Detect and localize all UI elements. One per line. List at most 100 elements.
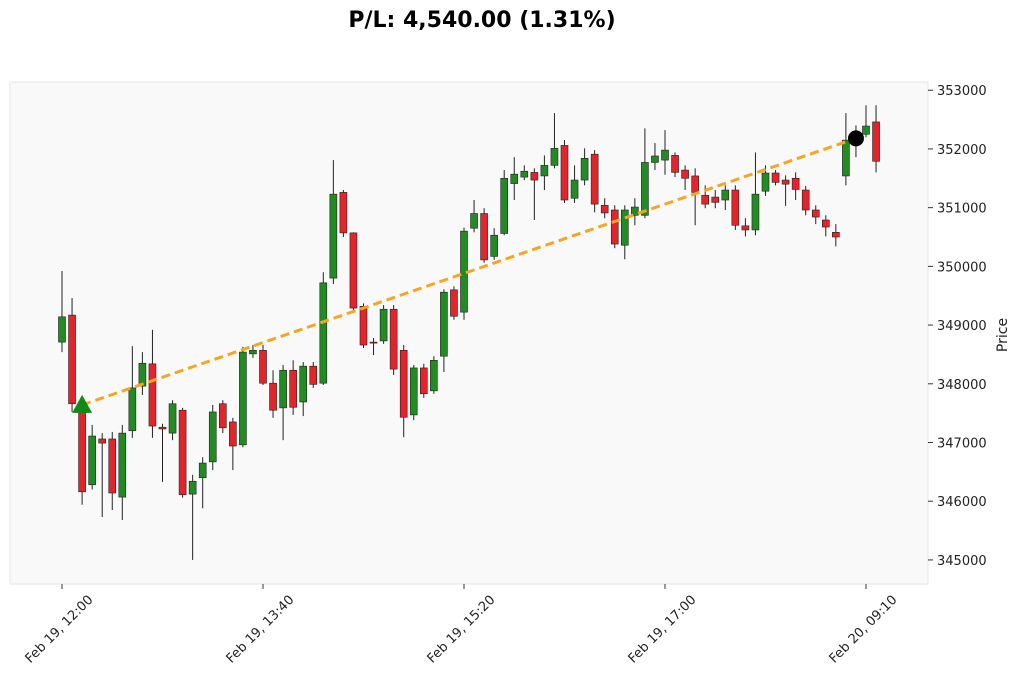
candle-body xyxy=(862,125,870,135)
candle-body xyxy=(229,421,237,447)
candle-body xyxy=(339,192,348,234)
candle-body xyxy=(832,232,840,238)
candle-body xyxy=(399,350,408,418)
candle-body xyxy=(319,282,328,384)
trade-line xyxy=(81,136,857,407)
y-tick-label: 350000 xyxy=(937,260,987,275)
candle-body xyxy=(279,369,287,409)
candle-body xyxy=(419,367,428,395)
candle-body xyxy=(681,169,689,179)
candle-body xyxy=(701,195,710,205)
candle-body xyxy=(811,209,820,218)
y-tick-label: 351000 xyxy=(937,202,987,217)
candle-body xyxy=(671,155,679,173)
candle-body xyxy=(580,158,589,181)
candle-body xyxy=(872,121,880,162)
candle-body xyxy=(520,170,529,178)
candle-body xyxy=(168,403,177,434)
y-axis-label: Price xyxy=(995,318,1011,352)
plot-area xyxy=(9,81,929,585)
candle-body xyxy=(299,365,308,403)
candle-body xyxy=(108,438,117,494)
candle-body xyxy=(550,148,559,166)
candle-body xyxy=(239,351,247,446)
candle-body xyxy=(791,177,800,190)
candle-body xyxy=(801,189,810,211)
candle-body xyxy=(148,363,157,427)
candle-body xyxy=(389,308,398,370)
y-tick-label: 347000 xyxy=(937,437,987,452)
candle-body xyxy=(450,289,458,317)
candle-body xyxy=(259,350,267,384)
x-tick-label: Feb 19, 15:20 xyxy=(425,593,499,667)
candle-body xyxy=(821,219,830,228)
x-tick-label: Feb 19, 13:40 xyxy=(224,593,298,667)
candle-body xyxy=(510,173,519,184)
candle-body xyxy=(842,139,850,177)
candle-body xyxy=(138,362,147,387)
chart-title: P/L: 4,540.00 (1.31%) xyxy=(348,8,615,33)
candle-body xyxy=(118,432,127,498)
candle-body xyxy=(610,209,619,245)
candle-body xyxy=(369,341,378,344)
candle-body xyxy=(480,213,488,261)
candle-body xyxy=(751,193,760,231)
candle-body xyxy=(68,314,76,405)
candle-body xyxy=(289,369,297,408)
y-tick-label: 352000 xyxy=(937,143,987,158)
y-tick-label: 345000 xyxy=(937,554,987,569)
candle-body xyxy=(781,179,790,185)
candle-body xyxy=(158,426,167,430)
candle-body xyxy=(631,206,639,216)
candle-body xyxy=(269,382,277,411)
candle-body xyxy=(741,225,750,231)
candle-body xyxy=(470,213,478,229)
candle-body xyxy=(540,165,549,177)
candle-body xyxy=(570,179,579,199)
candle-body xyxy=(349,232,358,309)
candle-body xyxy=(329,193,338,279)
x-tick-label: Feb 20, 09:10 xyxy=(827,593,901,667)
candle-body xyxy=(600,204,609,214)
candle-body xyxy=(661,149,669,161)
candle-body xyxy=(761,172,770,192)
candle-body xyxy=(98,438,106,444)
candle-body xyxy=(641,162,649,216)
candle-body xyxy=(691,175,699,193)
x-tick-label: Feb 19, 17:00 xyxy=(626,593,700,667)
candle-body xyxy=(188,480,197,495)
candle-body xyxy=(490,234,498,257)
candle-body xyxy=(721,189,730,201)
exit-marker xyxy=(847,130,864,147)
candle-body xyxy=(78,403,86,493)
candle-body xyxy=(500,177,509,234)
candle-body xyxy=(208,411,217,463)
candle-body xyxy=(731,189,740,226)
candle-body xyxy=(178,409,187,496)
candle-body xyxy=(620,209,629,246)
candle-body xyxy=(560,145,569,201)
candle-body xyxy=(590,153,599,205)
candle-body xyxy=(128,387,137,432)
candle-body xyxy=(249,350,257,355)
candle-body xyxy=(88,435,96,486)
y-tick-label: 348000 xyxy=(937,378,987,393)
y-tick-label: 353000 xyxy=(937,84,987,99)
candle-body xyxy=(771,172,780,183)
candle-body xyxy=(359,305,368,346)
candle-body xyxy=(711,196,720,203)
candle-body xyxy=(409,367,418,416)
candle-body xyxy=(58,316,66,343)
candle-body xyxy=(530,172,539,181)
candle-body xyxy=(430,360,438,392)
entry-marker xyxy=(72,394,93,413)
candle-body xyxy=(651,155,659,163)
candle-body xyxy=(379,308,388,342)
candle-body xyxy=(440,291,448,357)
candle-body xyxy=(309,365,318,385)
x-tick-label: Feb 19, 12:00 xyxy=(23,593,97,667)
candle-body xyxy=(198,462,207,479)
y-tick-label: 349000 xyxy=(937,319,987,334)
candle-body xyxy=(219,403,227,429)
